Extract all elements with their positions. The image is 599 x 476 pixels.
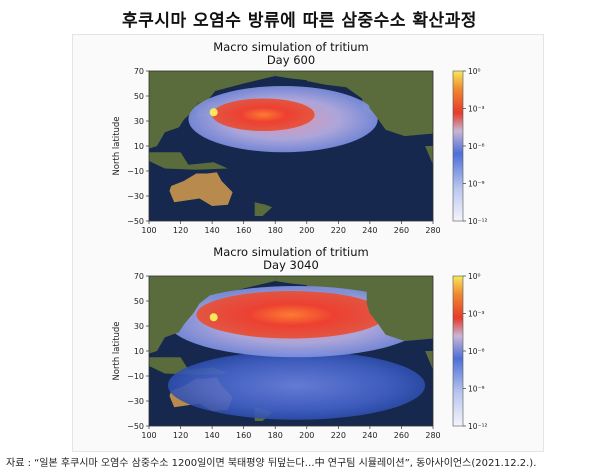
colorbar-tick-label: 10⁻³ — [468, 310, 485, 319]
x-tick-label: 100 — [141, 431, 156, 440]
x-tick-label: 120 — [173, 431, 188, 440]
x-tick-label: 240 — [362, 226, 377, 235]
y-tick-label: −10 — [127, 372, 144, 381]
indonesia-landmass — [149, 152, 228, 170]
chart-title: Macro simulation of tritium — [213, 40, 368, 54]
x-tick-label: 180 — [268, 226, 283, 235]
y-axis-label: North latitude — [112, 116, 122, 175]
colorbar-tick-label: 10⁻³ — [468, 105, 485, 114]
y-tick-label: −50 — [127, 217, 144, 226]
chart-subtitle: Day 600 — [267, 53, 315, 67]
x-tick-label: 240 — [362, 431, 377, 440]
x-tick-label: 160 — [236, 431, 251, 440]
colorbar-tick-label: 10⁰ — [468, 67, 481, 76]
colorbar-tick-label: 10⁰ — [468, 272, 481, 281]
x-tick-label: 100 — [141, 226, 156, 235]
asia-coast-overlay — [149, 71, 213, 149]
asia-coast-overlay — [149, 276, 213, 354]
source-note: 자료 : “일본 후쿠시마 오염수 삼중수소 1200일이면 북태평양 뒤덮는다… — [6, 458, 537, 469]
y-tick-label: −30 — [127, 192, 144, 201]
x-tick-label: 280 — [425, 431, 440, 440]
x-tick-label: 220 — [331, 226, 346, 235]
colorbar-tick-label: 10⁻¹² — [468, 422, 488, 431]
chukotka-landmass — [275, 71, 315, 81]
y-axis-label: North latitude — [112, 321, 122, 380]
colorbar-tick-label: 10⁻⁶ — [468, 347, 485, 356]
x-tick-label: 200 — [299, 226, 314, 235]
x-tick-label: 120 — [173, 226, 188, 235]
y-tick-label: 10 — [134, 142, 144, 151]
colorbar-tick-label: 10⁻⁹ — [468, 180, 485, 189]
australia-landmass — [169, 172, 233, 206]
y-tick-label: 70 — [134, 272, 144, 281]
colorbar-tick-label: 10⁻¹² — [468, 217, 488, 226]
y-tick-label: −10 — [127, 167, 144, 176]
x-tick-label: 260 — [394, 226, 409, 235]
y-tick-label: 10 — [134, 347, 144, 356]
y-tick-label: −30 — [127, 397, 144, 406]
north-america-coast-overlay — [366, 276, 433, 341]
x-tick-label: 260 — [394, 431, 409, 440]
south-america-landmass — [425, 146, 433, 221]
page-title: 후쿠시마 오염수 방류에 따른 삼중수소 확산과정 — [122, 11, 477, 31]
x-tick-label: 160 — [236, 226, 251, 235]
north-america-coast-overlay — [366, 71, 433, 136]
x-tick-label: 220 — [331, 431, 346, 440]
figure-frame: Macro simulation of tritium Day 600 100 120… — [72, 34, 544, 452]
plume-core — [196, 291, 386, 339]
colorbar — [452, 70, 464, 222]
plume-low-concentration — [167, 351, 426, 420]
y-tick-label: 50 — [134, 297, 144, 306]
plume-source-marker — [209, 108, 218, 117]
south-america-landmass — [425, 351, 433, 426]
y-tick-label: 30 — [134, 117, 144, 126]
x-tick-label: 180 — [268, 431, 283, 440]
x-tick-label: 280 — [425, 226, 440, 235]
colorbar-tick-label: 10⁻⁶ — [468, 142, 485, 151]
x-tick-label: 200 — [299, 431, 314, 440]
y-tick-label: −50 — [127, 422, 144, 431]
y-tick-label: 50 — [134, 92, 144, 101]
y-tick-label: 30 — [134, 322, 144, 331]
colorbar-tick-label: 10⁻⁹ — [468, 385, 485, 394]
plume-source-marker — [209, 313, 218, 322]
x-tick-label: 140 — [204, 226, 219, 235]
colorbar — [452, 275, 464, 427]
chukotka-landmass — [275, 276, 315, 286]
map-area — [149, 71, 433, 221]
new-zealand-landmass — [254, 202, 273, 216]
chart-subtitle: Day 3040 — [263, 258, 319, 272]
x-tick-label: 140 — [204, 431, 219, 440]
y-tick-label: 70 — [134, 67, 144, 76]
chart-title: Macro simulation of tritium — [213, 245, 368, 259]
map-area — [149, 276, 433, 426]
plume-core — [212, 98, 315, 131]
